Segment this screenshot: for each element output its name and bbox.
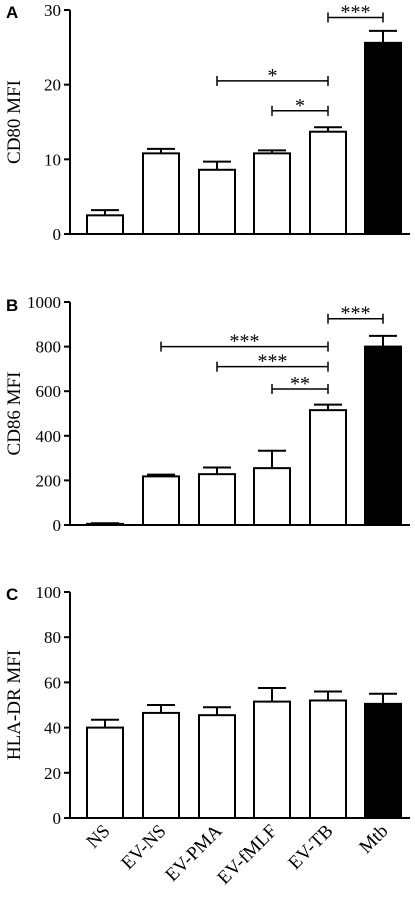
significance-label: *** <box>230 331 260 353</box>
x-tick-label-mtb: Mtb <box>355 821 392 858</box>
significance-label: *** <box>258 351 288 373</box>
significance-label: * <box>295 95 305 117</box>
y-tick-label: 600 <box>36 382 62 401</box>
y-tick-label: 10 <box>44 150 61 169</box>
y-tick-label: 200 <box>36 471 62 490</box>
y-tick-label: 800 <box>36 338 62 357</box>
panel-c: C HLA-DR MFI 0 20 40 60 80 100 <box>4 583 410 828</box>
bar-ev-fmlf <box>253 152 291 235</box>
bar-ev-tb <box>309 130 347 235</box>
bar-ev-ns <box>142 475 180 526</box>
significance-label: * <box>268 65 278 87</box>
y-tick-label: 60 <box>44 673 61 692</box>
x-tick-label-ns: NS <box>83 821 115 853</box>
bar-ns <box>86 726 124 819</box>
bar-ns <box>86 214 124 235</box>
bar-ev-fmlf <box>253 467 291 527</box>
bar-mtb <box>364 702 402 819</box>
significance-label: *** <box>341 303 371 325</box>
y-tick-label: 20 <box>44 76 61 95</box>
bar-ev-tb <box>309 409 347 526</box>
y-axis-label: CD80 MFI <box>4 80 25 164</box>
significance-label: ** <box>290 373 310 395</box>
panel-letter-c: C <box>6 585 18 604</box>
y-tick-label: 0 <box>53 225 62 244</box>
x-tick-label-ev-ns: EV-NS <box>117 821 170 874</box>
y-tick-label: 100 <box>36 583 62 602</box>
bar-ev-ns <box>142 152 180 235</box>
y-tick-label: 20 <box>44 764 61 783</box>
bar-ev-pma <box>198 168 236 235</box>
bar-ev-fmlf <box>253 700 291 819</box>
y-tick-label: 1000 <box>27 293 61 312</box>
bar-ns <box>86 522 124 527</box>
y-tick-label: 30 <box>44 1 61 20</box>
bar-ev-ns <box>142 711 180 819</box>
panel-letter-b: B <box>6 296 18 315</box>
bar-ev-pma <box>198 473 236 527</box>
y-tick-label: 0 <box>53 809 62 828</box>
y-tick-label: 0 <box>53 516 62 535</box>
bar-ev-tb <box>309 699 347 819</box>
significance-label: *** <box>341 1 371 23</box>
y-tick-label: 40 <box>44 719 61 738</box>
bar-mtb <box>364 41 402 235</box>
y-tick-label: 80 <box>44 628 61 647</box>
x-tick-label-ev-tb: EV-TB <box>284 821 337 874</box>
y-axis-label: CD86 MFI <box>4 372 25 456</box>
y-tick-label: 400 <box>36 427 62 446</box>
bar-mtb <box>364 345 402 526</box>
panel-letter-a: A <box>6 3 18 22</box>
bar-ev-pma <box>198 714 236 819</box>
y-axis-label: HLA-DR MFI <box>4 650 25 760</box>
x-tick-label-ev-fmlf: EV-fMLF <box>213 821 281 889</box>
